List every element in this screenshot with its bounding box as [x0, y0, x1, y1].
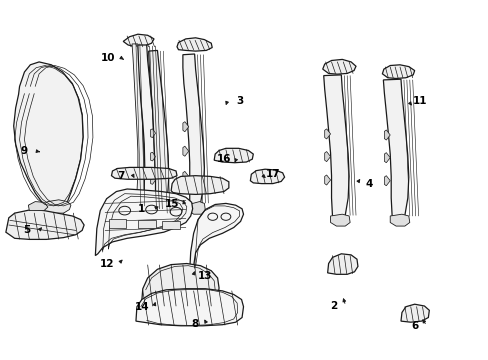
Polygon shape — [183, 146, 188, 156]
Text: 1: 1 — [138, 204, 145, 214]
Text: 11: 11 — [412, 96, 427, 106]
Text: 13: 13 — [198, 271, 212, 281]
Polygon shape — [183, 122, 188, 132]
Bar — [108, 219, 126, 228]
Text: 10: 10 — [101, 53, 116, 63]
Polygon shape — [14, 62, 83, 210]
Bar — [138, 220, 155, 228]
Polygon shape — [384, 176, 389, 186]
Polygon shape — [111, 167, 177, 179]
Polygon shape — [6, 210, 84, 239]
Text: 9: 9 — [21, 146, 28, 156]
Polygon shape — [188, 202, 205, 214]
Polygon shape — [382, 65, 414, 78]
Polygon shape — [324, 152, 330, 162]
Polygon shape — [189, 203, 243, 271]
Polygon shape — [323, 75, 348, 219]
Polygon shape — [136, 203, 157, 217]
Polygon shape — [142, 264, 219, 307]
Text: 6: 6 — [410, 321, 417, 331]
Polygon shape — [123, 34, 154, 47]
Bar — [162, 221, 180, 229]
Text: 12: 12 — [99, 258, 114, 269]
Polygon shape — [28, 202, 48, 211]
Polygon shape — [132, 44, 144, 206]
Text: 17: 17 — [265, 168, 280, 179]
Polygon shape — [384, 130, 389, 140]
Text: 14: 14 — [134, 302, 149, 312]
Polygon shape — [150, 152, 155, 161]
Polygon shape — [148, 50, 168, 217]
Polygon shape — [324, 175, 330, 185]
Polygon shape — [95, 189, 192, 256]
Polygon shape — [214, 148, 253, 163]
Polygon shape — [183, 171, 188, 181]
Polygon shape — [330, 214, 349, 226]
Polygon shape — [383, 79, 408, 219]
Text: 7: 7 — [117, 171, 125, 181]
Polygon shape — [183, 54, 204, 206]
Polygon shape — [322, 59, 355, 74]
Polygon shape — [400, 304, 428, 322]
Text: 2: 2 — [329, 301, 336, 311]
Text: 5: 5 — [23, 225, 30, 235]
Polygon shape — [177, 38, 212, 51]
Text: 15: 15 — [164, 199, 179, 210]
Polygon shape — [171, 176, 228, 194]
Polygon shape — [138, 45, 157, 210]
Polygon shape — [136, 289, 243, 326]
Polygon shape — [324, 129, 330, 139]
Polygon shape — [384, 153, 389, 163]
Text: 16: 16 — [216, 154, 231, 164]
Polygon shape — [41, 200, 71, 213]
Polygon shape — [150, 176, 155, 184]
Polygon shape — [250, 169, 284, 184]
Polygon shape — [327, 254, 357, 274]
Text: 4: 4 — [365, 179, 372, 189]
Polygon shape — [155, 211, 170, 220]
Polygon shape — [150, 129, 155, 138]
Polygon shape — [389, 214, 409, 226]
Text: 3: 3 — [236, 96, 243, 106]
Text: 8: 8 — [191, 319, 198, 329]
